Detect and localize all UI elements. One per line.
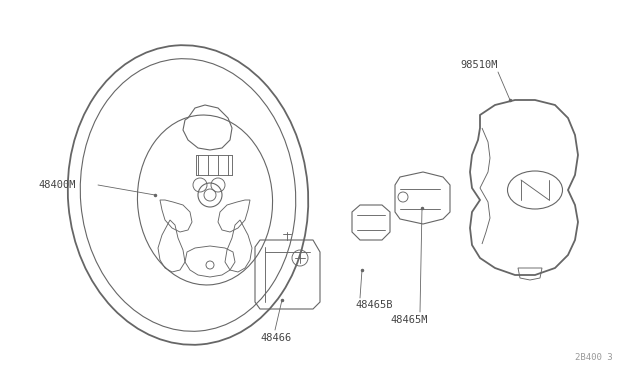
Text: 98510M: 98510M	[460, 60, 497, 70]
Text: 2B400 3: 2B400 3	[575, 353, 612, 362]
Text: 48465M: 48465M	[390, 315, 428, 325]
Text: 48465B: 48465B	[355, 300, 392, 310]
Text: 48400M: 48400M	[38, 180, 76, 190]
Text: 48466: 48466	[260, 333, 291, 343]
